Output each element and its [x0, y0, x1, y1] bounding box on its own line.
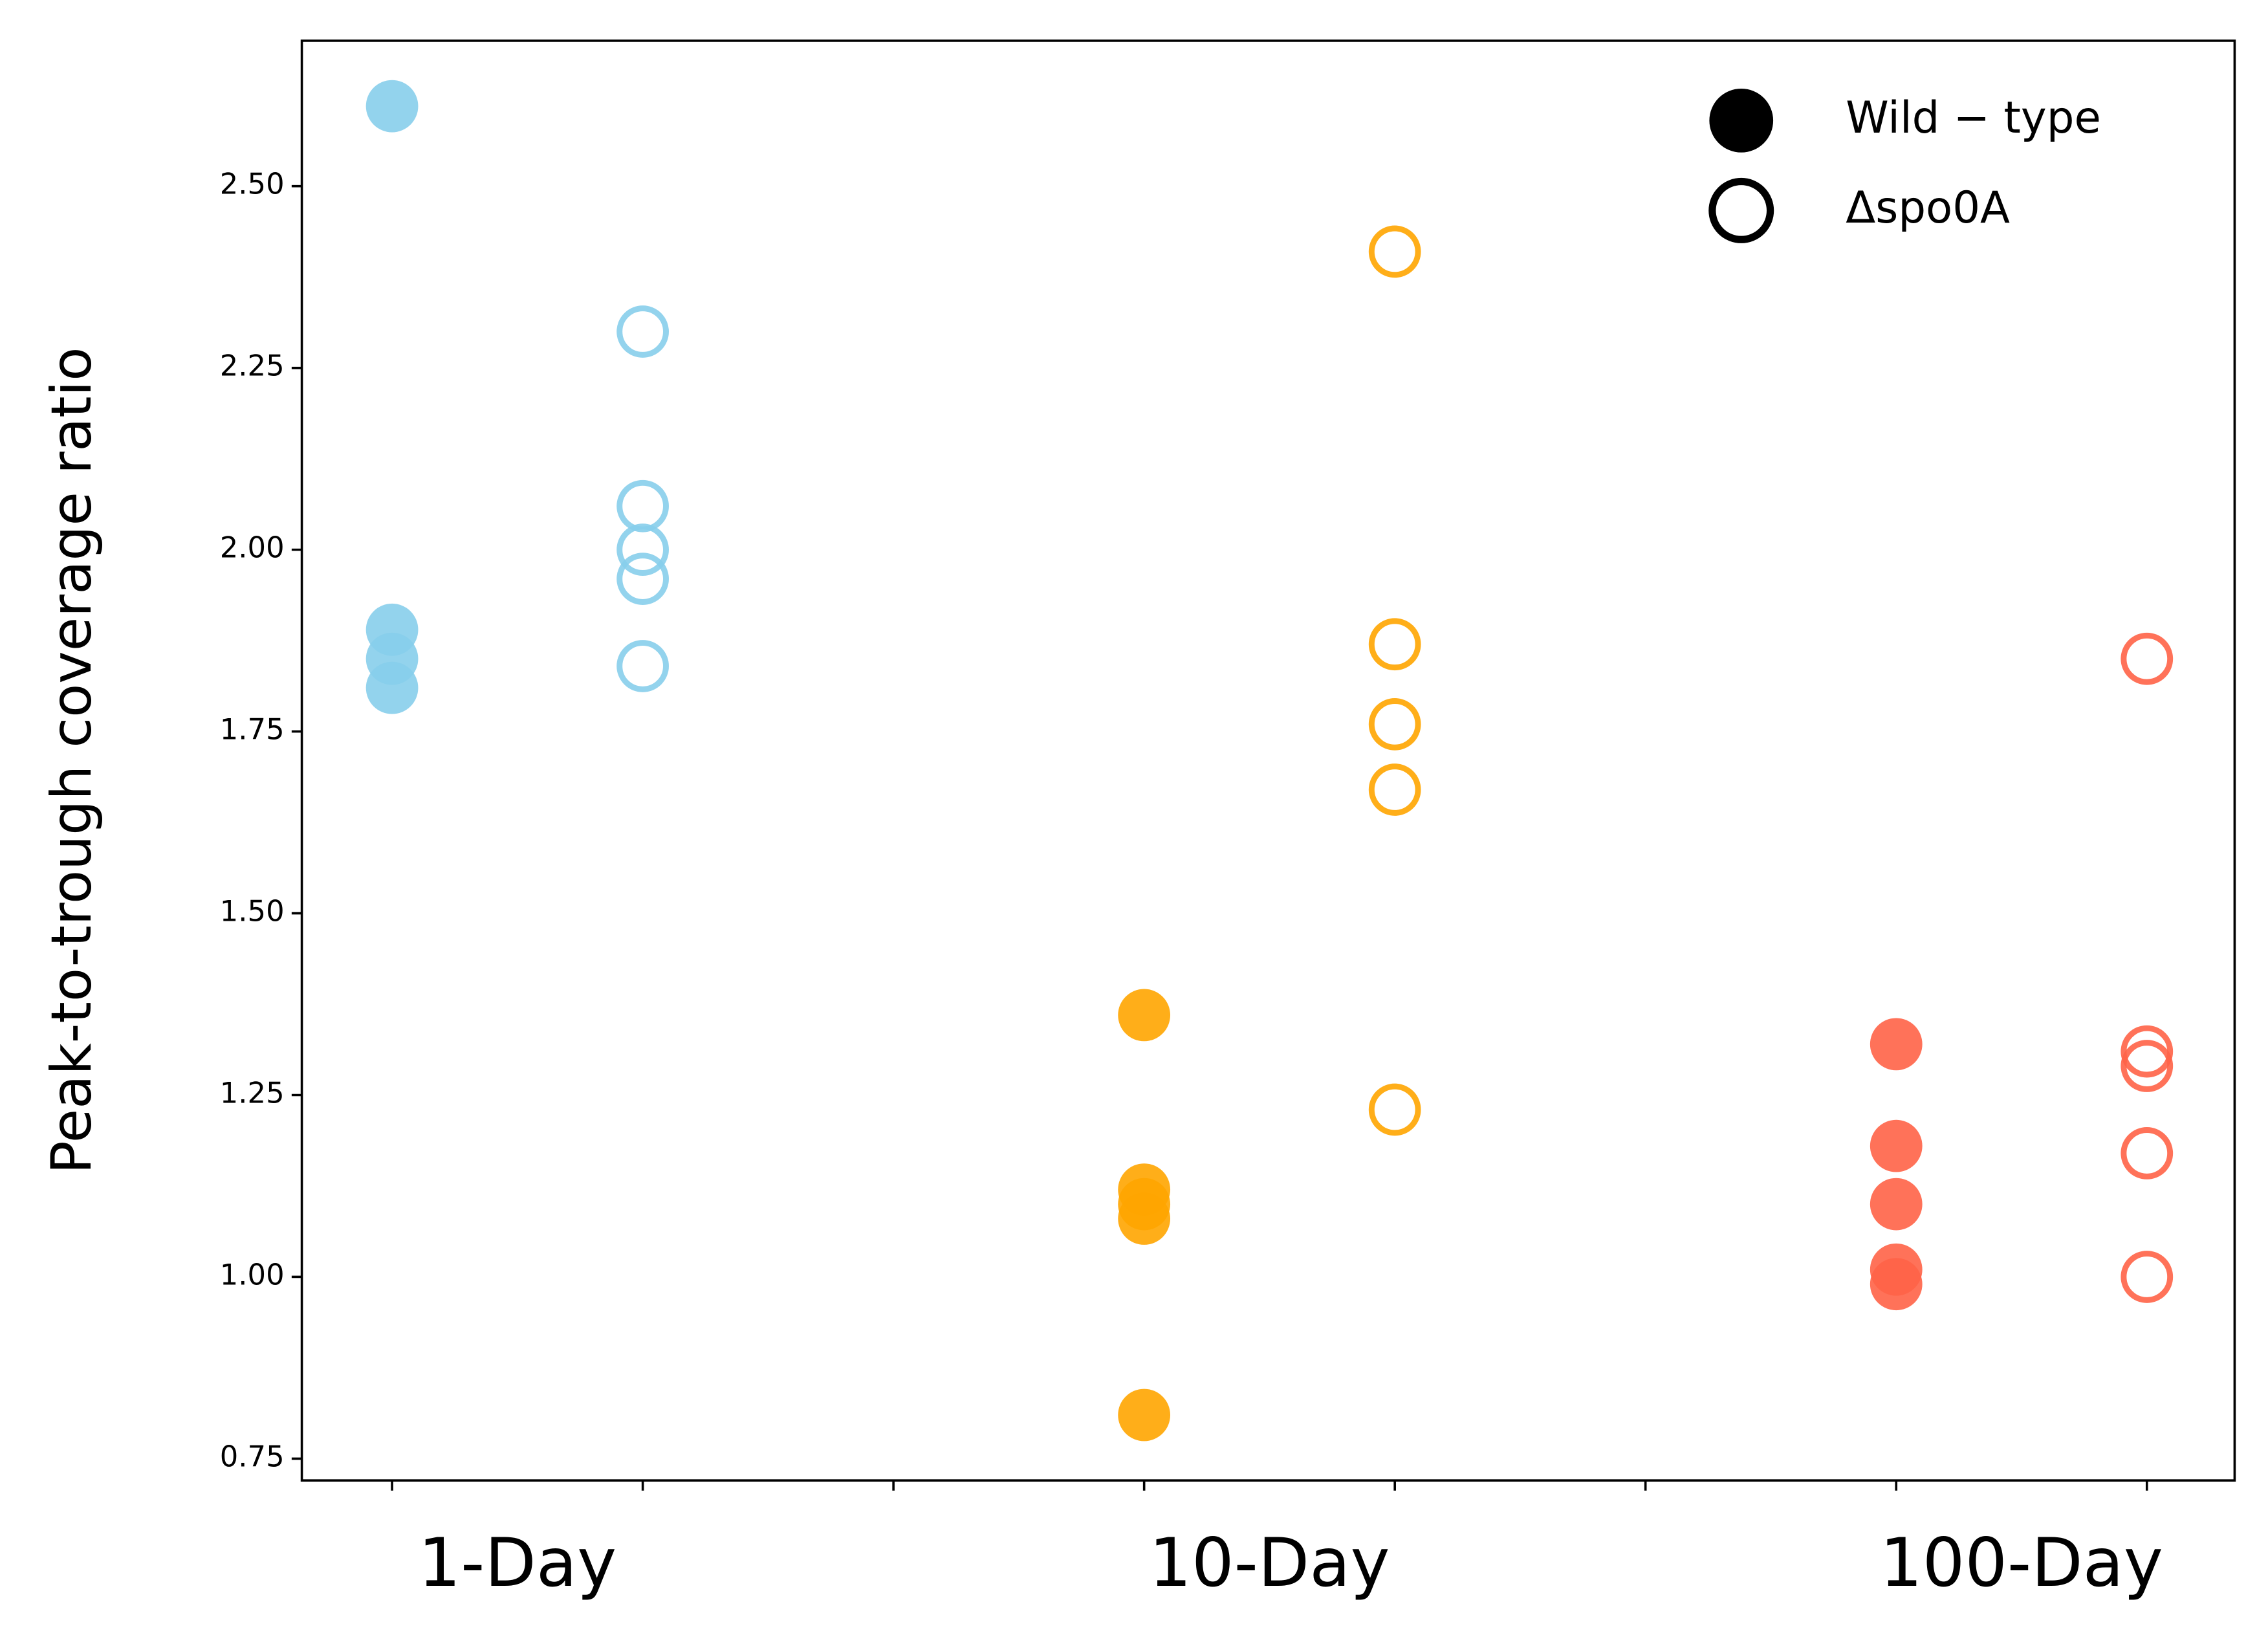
x-group-label: 1-Day [419, 1524, 617, 1602]
point [1368, 225, 1421, 278]
point [616, 640, 669, 692]
point [616, 479, 669, 532]
point [2121, 632, 2174, 685]
point [1870, 1258, 1923, 1311]
y-tick-label: 1.00 [220, 1257, 285, 1291]
y-tick-label: 2.50 [220, 167, 285, 201]
point [616, 523, 669, 576]
point [1368, 618, 1421, 671]
point [1870, 1119, 1923, 1172]
point [365, 80, 419, 133]
point [1368, 1083, 1421, 1136]
point [616, 553, 669, 605]
y-tick-label: 2.00 [220, 531, 285, 565]
point [1870, 1178, 1923, 1231]
point [2121, 1025, 2174, 1078]
y-tick-label: 1.25 [220, 1076, 285, 1110]
x-group-label: 100-Day [1880, 1524, 2163, 1602]
point [1870, 1018, 1923, 1071]
y-tick-label: 2.25 [220, 349, 285, 383]
point [1118, 989, 1171, 1042]
point [365, 661, 419, 714]
y-axis-label: Peak-to-trough coverage ratio [40, 347, 104, 1174]
point [1118, 1388, 1171, 1442]
plot-frame [300, 39, 2236, 1482]
point [2121, 1251, 2174, 1303]
legend-label: Wild − type [1846, 93, 2101, 143]
legend-label: Δspo0A [1846, 182, 2010, 233]
point [2121, 1040, 2174, 1092]
legend-marker [1708, 177, 1774, 243]
point [616, 305, 669, 358]
y-tick-label: 1.75 [220, 712, 285, 747]
x-group-label: 10-Day [1149, 1524, 1390, 1602]
y-tick-label: 0.75 [220, 1439, 285, 1473]
legend-marker [1709, 88, 1774, 153]
point [2121, 1127, 2174, 1180]
point [1368, 697, 1421, 751]
point [1118, 1192, 1171, 1245]
y-tick-label: 1.50 [220, 894, 285, 928]
point [1368, 763, 1421, 816]
